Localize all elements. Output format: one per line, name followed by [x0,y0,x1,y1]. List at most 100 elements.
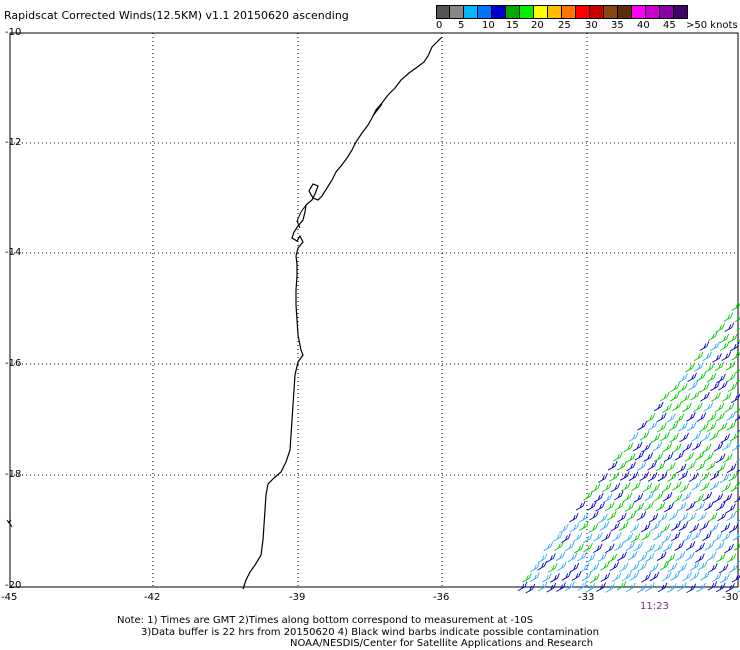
wind-barb [695,501,706,512]
wind-barb [522,573,532,583]
wind-barb [619,471,630,481]
map-title: Rapidscat Corrected Winds(12.5KM) v1.1 2… [4,9,349,22]
wind-barb [670,531,681,542]
wind-barb [711,572,722,582]
wind-barb [670,571,681,581]
wind-barb [664,502,674,513]
wind-barb [542,572,552,583]
wind-barb [672,493,683,504]
wind-barb [661,533,672,544]
wind-barb [735,368,740,373]
latitude-label: -18 [5,469,22,480]
wind-barb [597,552,608,563]
wind-barb [724,543,734,554]
wind-barb [663,452,674,463]
wind-barb [727,333,738,344]
wind-barb [537,560,547,571]
wind-barb [670,382,680,393]
wind-barb [556,582,566,592]
wind-barb [726,463,737,474]
wind-barb [719,573,730,584]
wind-barb [712,532,723,543]
wind-barb [686,461,696,471]
wind-barb [633,493,644,503]
wind-barb [685,551,695,562]
wind-barb [682,571,692,582]
wind-barb [663,542,673,552]
wind-barb [678,373,688,383]
wind-barb [702,531,712,542]
wind-barb [701,443,712,454]
wind-barb [717,511,727,522]
wind-barb [702,351,713,362]
wind-barb [626,511,637,522]
wind-barb [657,512,668,523]
longitude-label: -30 [722,592,739,603]
colorbar-swatch [548,5,562,19]
wind-barb [634,502,644,513]
wind-barb [734,316,740,323]
wind-barb [696,371,706,382]
wind-barb [699,472,710,482]
wind-barb [530,562,540,573]
wind-barb [609,561,620,572]
wind-barb [554,541,564,551]
colorbar-tick-label: >50 knots [686,20,738,31]
wind-barb [678,521,689,532]
note-line-3: NOAA/NESDIS/Center for Satellite Applica… [290,638,594,649]
wind-barb [709,471,720,481]
wind-barb [623,533,634,543]
wind-barb [719,473,730,484]
wind-barb [645,412,656,423]
wind-barb [607,460,618,471]
wind-barb [714,361,725,372]
wind-barb [719,333,730,344]
colorbar-tick-label: 25 [558,20,571,31]
wind-barb [682,402,692,413]
wind-barb [674,451,685,461]
wind-barb [679,483,690,493]
wind-barb [582,533,593,544]
wind-barb [598,513,608,524]
wind-barb [613,490,624,501]
wind-barb [715,582,726,593]
wind-barb [657,472,668,482]
wind-barb [653,401,664,412]
wind-barb [686,421,697,432]
wind-barb [617,512,627,523]
wind-speed-colorbar [436,5,688,19]
wind-barb [715,323,725,333]
longitude-label: -36 [433,592,450,603]
wind-barb [609,472,619,482]
wind-barb [724,322,735,332]
colorbar-swatch [646,5,660,19]
wind-barb [715,412,725,422]
colorbar-tick-label: 40 [637,20,650,31]
wind-barb [642,482,653,493]
latitude-label: -16 [5,358,22,369]
wind-barb [589,573,600,584]
wind-barb [729,341,740,352]
wind-barb [618,562,629,573]
wind-barb [677,383,688,393]
wind-barb [669,391,680,402]
wind-barb [696,412,707,422]
wind-barb [575,500,586,511]
coast-inlet [296,103,383,229]
wind-barb [672,481,682,491]
wind-barb [707,581,718,591]
wind-barb [699,521,709,531]
wind-barb [636,511,647,521]
wind-barb [709,522,719,533]
wind-barb [647,420,658,431]
wind-barb [691,431,702,442]
wind-barb [715,501,726,511]
wind-barb [530,572,540,582]
wind-barb [667,472,678,482]
wind-barb [722,453,733,463]
colorbar-swatch [590,5,604,19]
wind-barb [688,380,699,391]
wind-barb [708,331,718,341]
latitude-label: -12 [5,137,22,148]
wind-barb [641,531,651,541]
